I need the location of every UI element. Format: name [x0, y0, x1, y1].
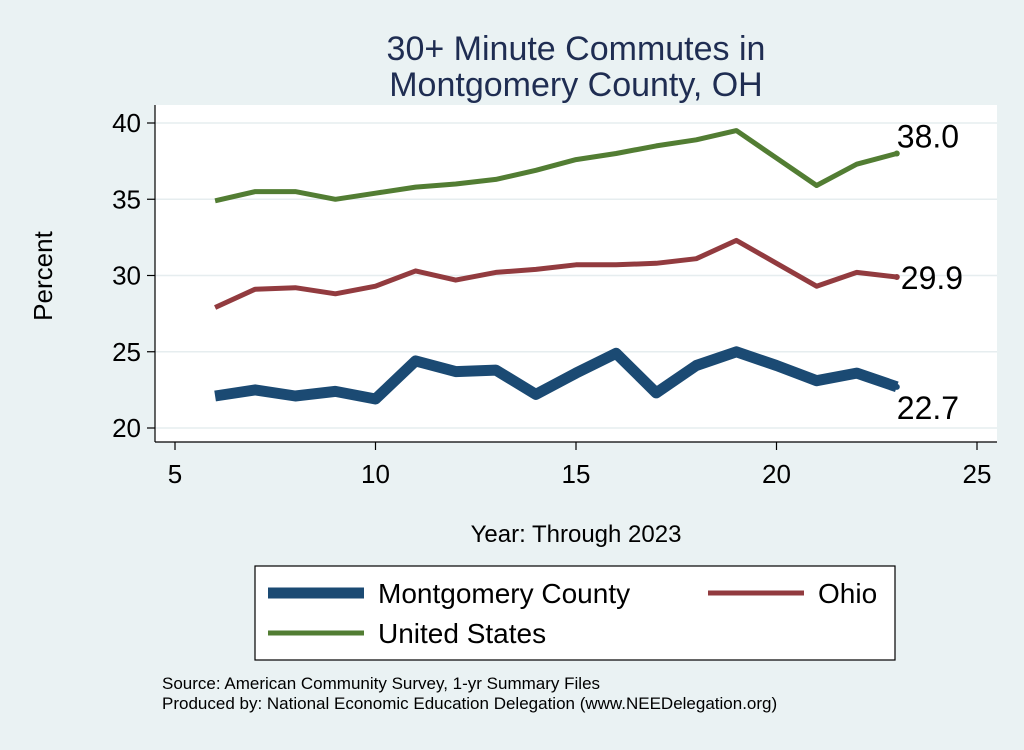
y-tick-label: 40: [112, 108, 141, 138]
producer-note: Produced by: National Economic Education…: [162, 694, 777, 713]
end-marker-ohio: [894, 274, 900, 280]
x-tick-label: 5: [168, 459, 182, 489]
x-axis-label: Year: Through 2023: [471, 521, 682, 548]
x-tick-label: 20: [762, 459, 791, 489]
y-tick-label: 20: [112, 413, 141, 443]
source-note: Source: American Community Survey, 1-yr …: [162, 674, 600, 693]
y-tick-label: 35: [112, 184, 141, 214]
end-label-ohio: 29.9: [901, 260, 963, 296]
end-label-montgomery-county: 22.7: [897, 390, 959, 426]
end-label-united-states: 38.0: [897, 119, 959, 155]
x-tick-label: 15: [562, 459, 591, 489]
legend-label-united-states: United States: [378, 618, 546, 649]
legend-label-ohio: Ohio: [818, 578, 877, 609]
y-axis-label: Percent: [28, 230, 58, 320]
legend-label-montgomery-county: Montgomery County: [378, 578, 630, 609]
y-tick-label: 30: [112, 261, 141, 291]
y-tick-label: 25: [112, 337, 141, 367]
chart-title-line-2: Montgomery County, OH: [389, 66, 763, 104]
x-tick-label: 10: [361, 459, 390, 489]
chart-title-line-1: 30+ Minute Commutes in: [387, 30, 766, 68]
x-tick-label: 25: [963, 459, 992, 489]
